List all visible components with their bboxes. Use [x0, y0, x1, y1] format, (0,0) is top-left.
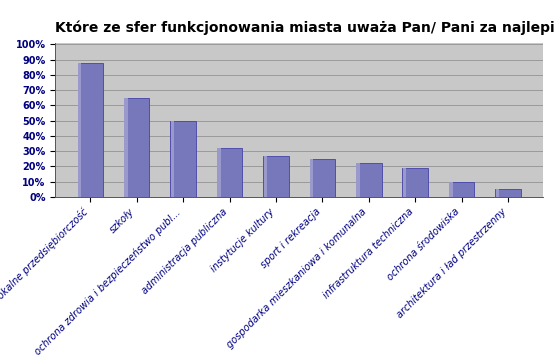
Bar: [495, 189, 521, 197]
Bar: [217, 148, 220, 197]
Bar: [403, 168, 406, 197]
Bar: [124, 98, 150, 197]
Bar: [263, 156, 289, 197]
Bar: [171, 121, 196, 197]
Bar: [217, 148, 242, 197]
Bar: [310, 159, 335, 197]
Bar: [264, 156, 267, 197]
Bar: [449, 182, 453, 197]
Bar: [78, 63, 81, 197]
Bar: [356, 163, 382, 197]
Bar: [78, 63, 103, 197]
Bar: [496, 189, 499, 197]
Bar: [125, 98, 128, 197]
Bar: [449, 182, 474, 197]
Text: Które ze sfer funkcjonowania miasta uważa Pan/ Pani za najlepiej rozwinięte?: Które ze sfer funkcjonowania miasta uważ…: [55, 20, 554, 35]
Bar: [356, 163, 360, 197]
Bar: [402, 168, 428, 197]
Bar: [310, 159, 314, 197]
Bar: [171, 121, 174, 197]
